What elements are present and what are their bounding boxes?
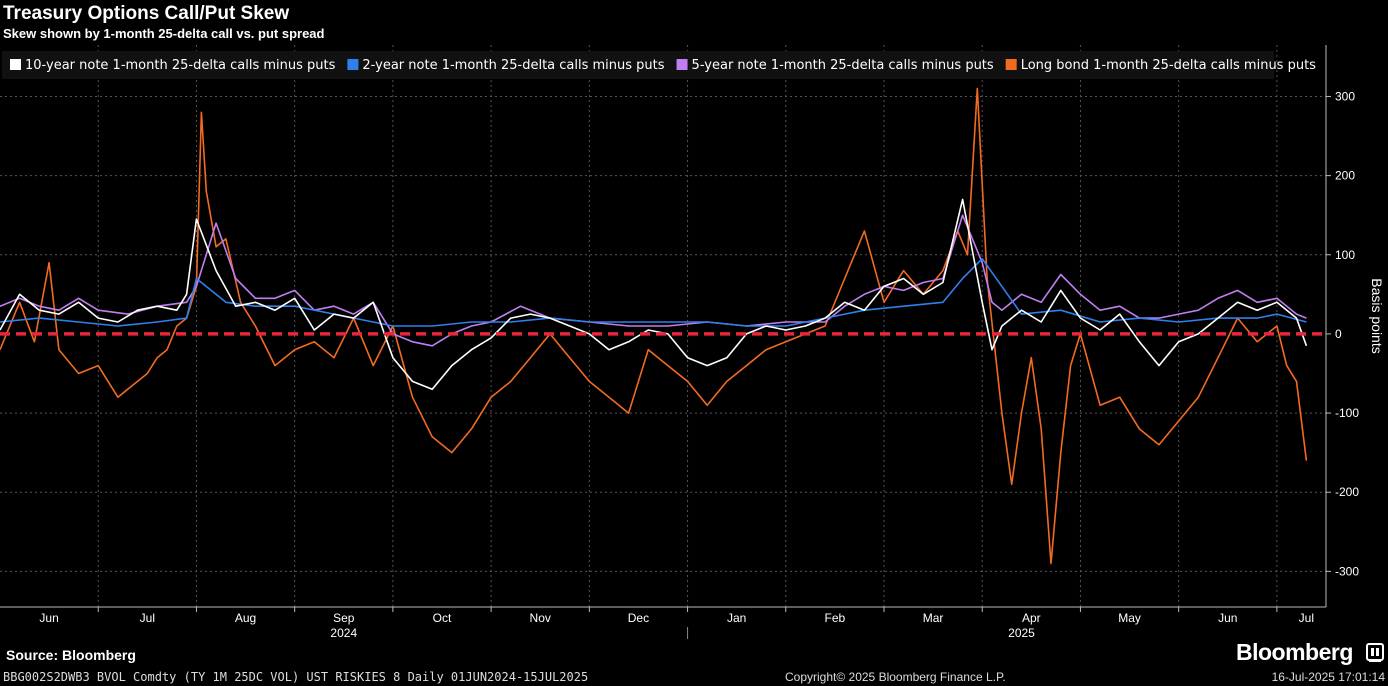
copyright-note: Copyright© 2025 Bloomberg Finance L.P. <box>785 670 1006 684</box>
series-line <box>0 198 1308 391</box>
year-label: 2024 <box>330 626 357 640</box>
year-label: 2025 <box>1008 626 1035 640</box>
y-tick-label: 300 <box>1335 89 1355 103</box>
source-note: Source: Bloomberg <box>6 647 136 663</box>
y-tick-label: 100 <box>1335 248 1355 262</box>
x-tick-label: Jan <box>727 611 746 625</box>
x-tick-label: Jun <box>39 611 58 625</box>
legend: 10-year note 1-month 25-delta calls minu… <box>2 51 1316 79</box>
x-tick-label: Dec <box>628 611 649 625</box>
series-line <box>0 257 1307 327</box>
y-axis-title: Basis points <box>1369 278 1385 353</box>
bloomberg-terminal-icon <box>1366 643 1384 662</box>
legend-swatch <box>347 59 359 70</box>
chart-title: Treasury Options Call/Put Skew <box>3 3 290 24</box>
y-tick-label: 0 <box>1335 327 1342 341</box>
x-tick-label: Nov <box>530 611 551 625</box>
x-tick-label: Aug <box>235 611 256 625</box>
legend-swatch <box>676 59 688 70</box>
x-tick-label: Apr <box>1022 611 1041 625</box>
x-tick-label: Jul <box>140 611 155 625</box>
x-tick-label: May <box>1118 611 1141 625</box>
x-tick-label: Oct <box>433 611 452 625</box>
y-tick-label: 200 <box>1335 169 1355 183</box>
legend-swatch <box>10 59 21 70</box>
legend-entry: Long bond 1-month 25-delta calls minus p… <box>1021 58 1316 73</box>
series-line <box>0 214 1307 347</box>
legend-entry: 2-year note 1-month 25-delta calls minus… <box>362 58 664 73</box>
x-tick-label: Mar <box>923 611 944 625</box>
x-tick-label: Jun <box>1218 611 1237 625</box>
line-chart: 300 200 100 0 -100 -200 -300 Jun Jul Aug Sep Oct Nov… <box>0 45 1385 640</box>
legend-entry: 5-year note 1-month 25-delta calls minus… <box>692 58 994 73</box>
series-layer <box>0 87 1308 565</box>
y-tick-label: -100 <box>1335 406 1359 420</box>
series-line <box>0 87 1308 565</box>
x-tick-label: Jul <box>1299 611 1314 625</box>
timestamp: 16-Jul-2025 17:01:14 <box>1271 670 1385 684</box>
legend-swatch <box>1005 59 1017 70</box>
x-tick-label: Sep <box>333 611 355 625</box>
chart-subtitle: Skew shown by 1-month 25-delta call vs. … <box>3 26 325 41</box>
ticker-footnote: BBG002S2DWB3 BVOL Comdty (TY 1M 25DC VOL… <box>3 670 589 684</box>
legend-entry: 10-year note 1-month 25-delta calls minu… <box>25 58 336 73</box>
y-tick-label: -200 <box>1335 485 1359 499</box>
axes: 300 200 100 0 -100 -200 -300 Jun Jul Aug Sep Oct Nov… <box>0 45 1385 640</box>
y-tick-label: -300 <box>1335 564 1359 578</box>
bloomberg-logo: Bloomberg <box>1236 639 1353 665</box>
legend-background <box>2 51 1274 79</box>
x-tick-label: Feb <box>825 611 846 625</box>
